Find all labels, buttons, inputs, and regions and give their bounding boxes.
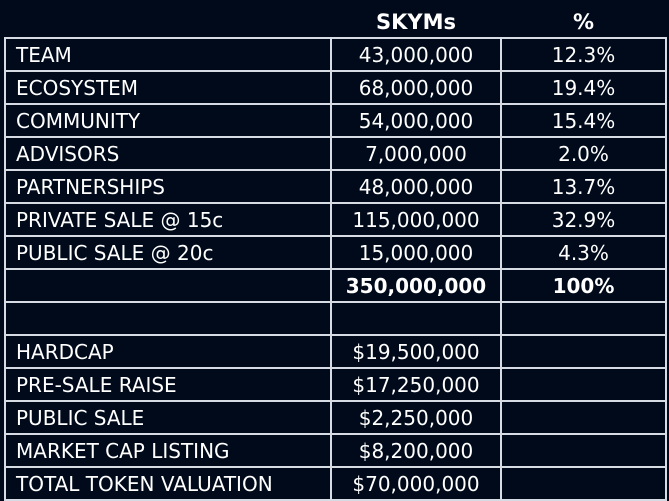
raise-value: $8,200,000 (330, 433, 502, 468)
raise-label: TOTAL TOKEN VALUATION (4, 466, 332, 501)
table-row: TEAM 43,000,000 12.3% (4, 37, 667, 72)
table-row: PARTNERSHIPS 48,000,000 13.7% (4, 169, 667, 204)
row-label: ECOSYSTEM (4, 70, 332, 105)
row-percent: 13.7% (500, 169, 667, 204)
row-label: PARTNERSHIPS (4, 169, 332, 204)
row-tokens: 115,000,000 (330, 202, 502, 237)
raise-label: HARDCAP (4, 334, 332, 369)
table-body: TEAM 43,000,000 12.3% ECOSYSTEM 68,000,0… (4, 37, 667, 501)
raise-label: MARKET CAP LISTING (4, 433, 332, 468)
raise-empty-cell (500, 400, 667, 435)
row-tokens: 54,000,000 (330, 103, 502, 138)
row-label: COMMUNITY (4, 103, 332, 138)
row-label: ADVISORS (4, 136, 332, 171)
row-tokens: 68,000,000 (330, 70, 502, 105)
header-tokens: SKYMs (375, 9, 456, 34)
row-percent: 15.4% (500, 103, 667, 138)
raise-value: $17,250,000 (330, 367, 502, 402)
row-label: TEAM (4, 37, 332, 72)
row-percent: 4.3% (500, 235, 667, 270)
total-tokens: 350,000,000 (330, 268, 502, 303)
row-percent: 12.3% (500, 37, 667, 72)
spacer-cell (4, 301, 332, 336)
raise-label: PUBLIC SALE (4, 400, 332, 435)
raise-value: $19,500,000 (330, 334, 502, 369)
total-label (4, 268, 332, 303)
total-row: 350,000,000 100% (4, 268, 667, 303)
raise-label: PRE-SALE RAISE (4, 367, 332, 402)
row-percent: 32.9% (500, 202, 667, 237)
row-tokens: 48,000,000 (330, 169, 502, 204)
row-label: PUBLIC SALE @ 20c (4, 235, 332, 270)
raise-row: PRE-SALE RAISE $17,250,000 (4, 367, 667, 402)
table-row: ECOSYSTEM 68,000,000 19.4% (4, 70, 667, 105)
raise-empty-cell (500, 466, 667, 501)
header-percent: % (572, 9, 595, 34)
header-row: SKYMs % (5, 6, 666, 38)
total-percent: 100% (500, 268, 667, 303)
row-tokens: 7,000,000 (330, 136, 502, 171)
raise-row: HARDCAP $19,500,000 (4, 334, 667, 369)
spacer-cell (500, 301, 667, 336)
row-tokens: 15,000,000 (330, 235, 502, 270)
table-row: ADVISORS 7,000,000 2.0% (4, 136, 667, 171)
table-row: PRIVATE SALE @ 15c 115,000,000 32.9% (4, 202, 667, 237)
header-label (5, 6, 331, 38)
raise-empty-cell (500, 334, 667, 369)
spacer-row (4, 301, 667, 336)
raise-empty-cell (500, 367, 667, 402)
spacer-cell (330, 301, 502, 336)
table-header: SKYMs % (5, 6, 666, 38)
tokenomics-table: SKYMs % TEAM 43,000,000 12.3% ECOSYSTEM … (4, 6, 667, 501)
raise-row: MARKET CAP LISTING $8,200,000 (4, 433, 667, 468)
raise-value: $2,250,000 (330, 400, 502, 435)
row-percent: 2.0% (500, 136, 667, 171)
table-row: PUBLIC SALE @ 20c 15,000,000 4.3% (4, 235, 667, 270)
raise-empty-cell (500, 433, 667, 468)
row-percent: 19.4% (500, 70, 667, 105)
table-row: COMMUNITY 54,000,000 15.4% (4, 103, 667, 138)
row-label: PRIVATE SALE @ 15c (4, 202, 332, 237)
row-tokens: 43,000,000 (330, 37, 502, 72)
raise-row: TOTAL TOKEN VALUATION $70,000,000 (4, 466, 667, 501)
raise-row: PUBLIC SALE $2,250,000 (4, 400, 667, 435)
raise-value: $70,000,000 (330, 466, 502, 501)
